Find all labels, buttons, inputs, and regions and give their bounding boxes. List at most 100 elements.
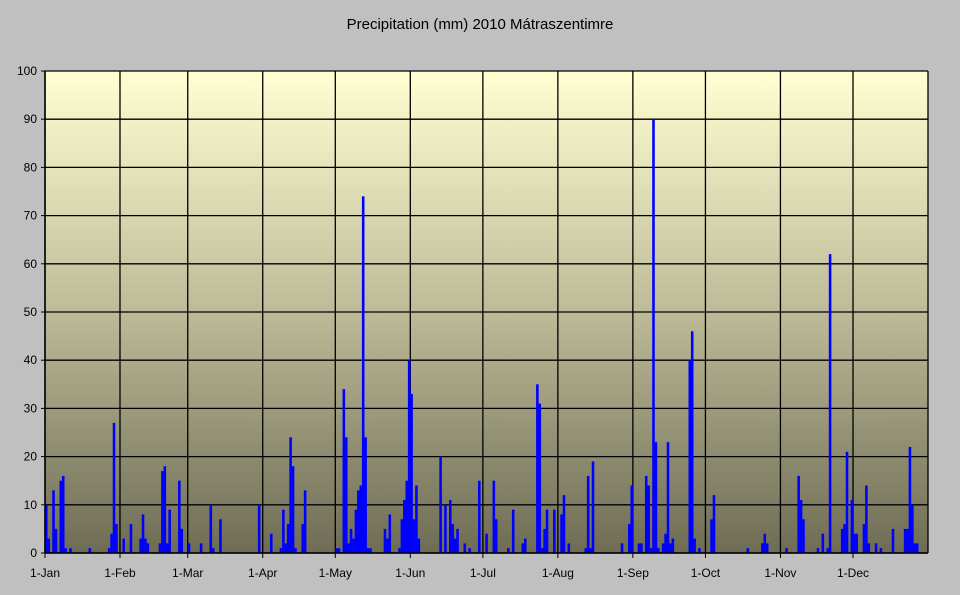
- bar: [45, 504, 48, 553]
- y-tick-label: 90: [24, 112, 38, 126]
- y-tick-label: 100: [17, 64, 37, 78]
- x-tick-label: 1-Nov: [764, 566, 796, 580]
- bar: [122, 538, 125, 553]
- bar: [412, 519, 416, 553]
- y-tick-label: 80: [24, 160, 38, 174]
- bar: [855, 533, 858, 553]
- bar: [845, 451, 849, 553]
- bar: [439, 456, 442, 553]
- bar: [158, 543, 162, 553]
- bar: [628, 524, 631, 553]
- bar: [388, 514, 392, 553]
- bar: [553, 509, 556, 553]
- bar: [187, 543, 191, 553]
- bar: [165, 543, 169, 553]
- bar: [352, 538, 355, 553]
- bar: [139, 538, 142, 553]
- x-tick-label: 1-Dec: [837, 566, 869, 580]
- bar: [664, 533, 667, 553]
- bar: [451, 524, 454, 553]
- bar: [468, 548, 471, 553]
- bar: [359, 485, 363, 553]
- bar: [449, 499, 452, 553]
- bar: [879, 548, 883, 553]
- x-tick-label: 1-Jun: [395, 566, 425, 580]
- bar: [647, 485, 650, 553]
- bar: [357, 490, 360, 553]
- bar: [141, 514, 145, 553]
- bar: [688, 360, 692, 553]
- bar: [115, 524, 118, 553]
- bar: [840, 528, 844, 553]
- bar: [180, 528, 184, 553]
- bar: [364, 437, 367, 553]
- bar: [915, 543, 919, 553]
- x-tick-label: 1-May: [319, 566, 352, 580]
- bar: [366, 548, 370, 553]
- bar: [690, 331, 694, 553]
- bar: [908, 446, 912, 553]
- bar: [560, 514, 563, 553]
- y-tick-label: 60: [24, 257, 38, 271]
- bar: [61, 475, 65, 553]
- bar: [765, 543, 769, 553]
- bar: [712, 495, 716, 553]
- bar: [620, 543, 624, 553]
- x-tick-label: 1-Jul: [470, 566, 496, 580]
- bar: [361, 196, 365, 553]
- bar: [562, 495, 566, 553]
- bar: [654, 442, 658, 553]
- bar: [219, 519, 222, 553]
- bar: [463, 543, 467, 553]
- bar: [369, 548, 372, 553]
- y-tick-label: 40: [24, 353, 38, 367]
- bar: [342, 389, 346, 553]
- bar: [146, 543, 150, 553]
- bar: [666, 442, 670, 553]
- bar: [284, 543, 288, 553]
- bar: [279, 548, 283, 553]
- bar: [59, 480, 63, 553]
- bar: [494, 519, 498, 553]
- bar: [746, 548, 750, 553]
- bar: [511, 509, 515, 553]
- bar: [671, 538, 675, 553]
- bar: [826, 548, 829, 553]
- bar: [485, 533, 488, 553]
- bar: [54, 528, 58, 553]
- y-tick-label: 10: [24, 498, 38, 512]
- x-tick-label: 1-Oct: [691, 566, 721, 580]
- bar: [289, 437, 292, 553]
- bar: [843, 524, 846, 553]
- bar: [853, 533, 856, 553]
- bar: [88, 548, 92, 553]
- bar: [536, 384, 539, 553]
- bar: [828, 254, 832, 553]
- bar: [913, 543, 917, 553]
- bar: [507, 548, 510, 553]
- bar: [199, 543, 203, 553]
- bar: [799, 499, 803, 553]
- bar: [586, 475, 590, 553]
- chart-title: Precipitation (mm) 2010 Mátraszentimre: [346, 16, 614, 33]
- bar: [386, 538, 389, 553]
- bar: [478, 480, 481, 553]
- y-tick-label: 50: [24, 305, 38, 319]
- bar: [903, 528, 907, 553]
- bar: [163, 466, 167, 553]
- bar: [874, 543, 878, 553]
- y-tick-label: 0: [30, 546, 37, 560]
- bar: [257, 504, 261, 553]
- bar: [698, 548, 701, 553]
- bar: [453, 538, 457, 553]
- bar: [354, 509, 358, 553]
- bar: [168, 509, 171, 553]
- bar: [129, 524, 133, 553]
- bar: [47, 538, 50, 553]
- bar: [209, 504, 213, 553]
- bar: [637, 543, 641, 553]
- bar: [630, 485, 634, 553]
- bar: [816, 548, 820, 553]
- bar: [415, 485, 418, 553]
